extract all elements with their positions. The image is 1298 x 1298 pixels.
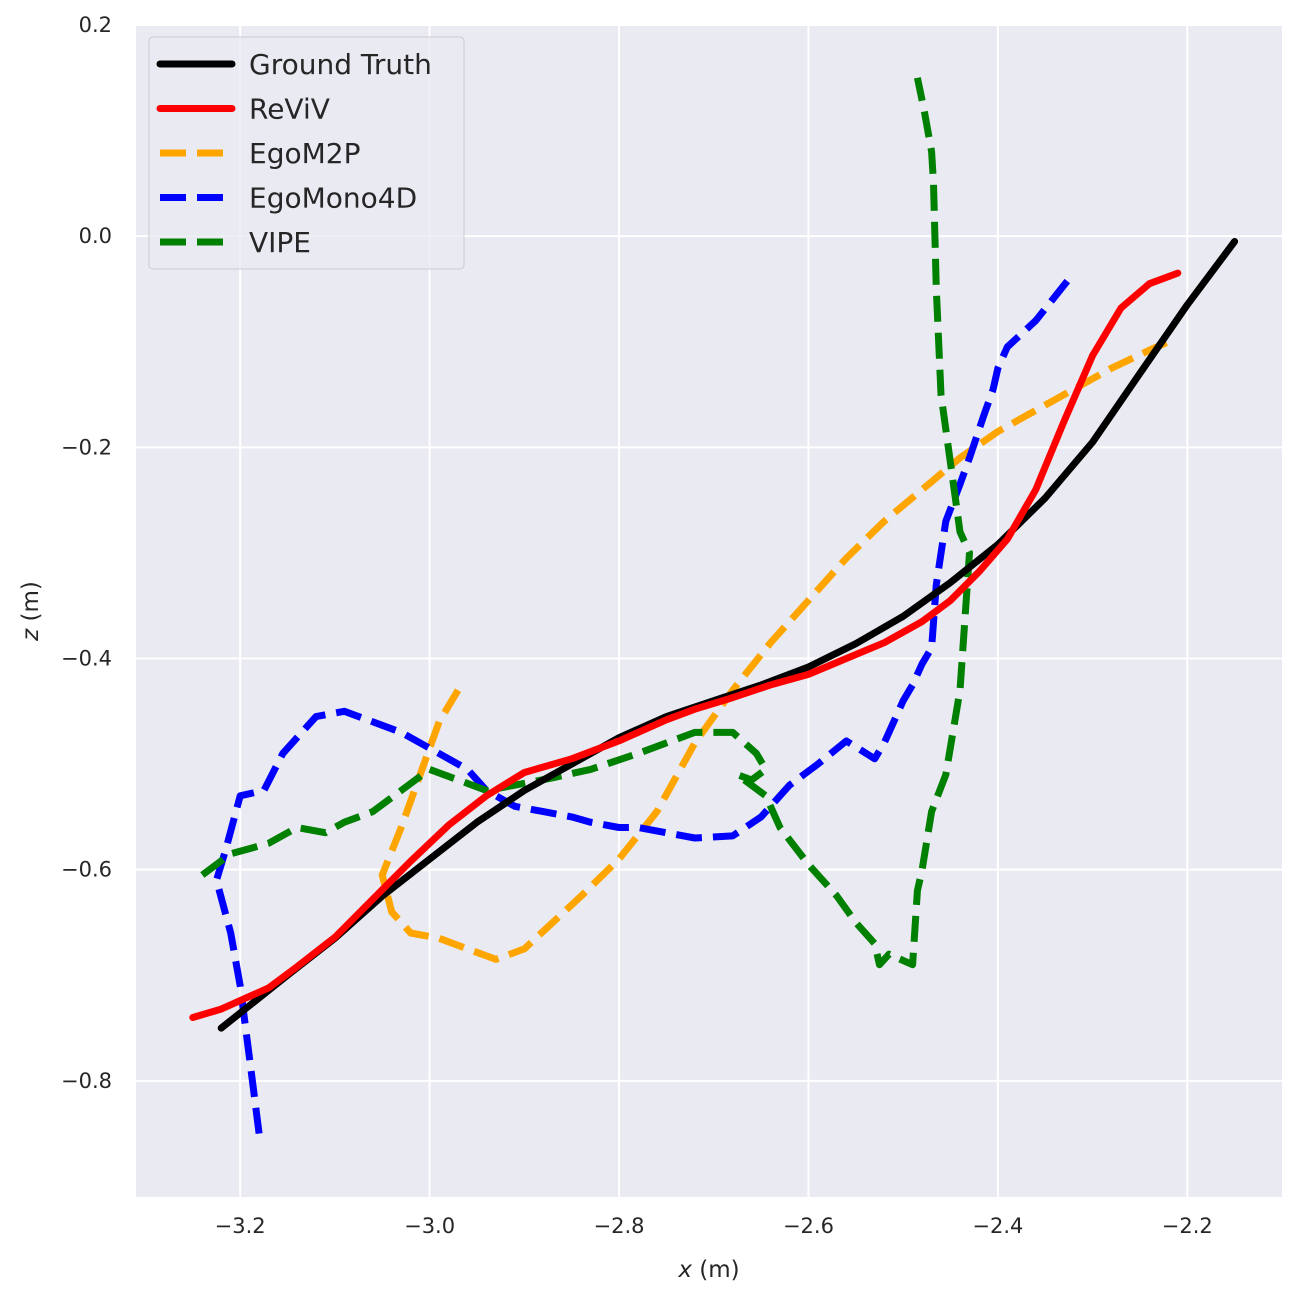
x-tick-label: −2.4 (972, 1214, 1023, 1238)
legend-label-vipe: VIPE (249, 226, 311, 259)
legend-label-reviv: ReViV (249, 93, 330, 126)
x-tick-label: −2.6 (783, 1214, 834, 1238)
series-line-reviv (189, 269, 1182, 1021)
legend-box (148, 36, 465, 270)
y-axis-ticks: 0.2 0.0 −0.2 −0.4 −0.6 −0.8 (61, 13, 112, 1093)
series-lines (189, 77, 1239, 1135)
x-axis-ticks: −3.2 −3.0 −2.8 −2.6 −2.4 −2.2 (215, 1214, 1213, 1238)
x-tick-label: −3.2 (215, 1214, 266, 1238)
x-tick-label: −2.8 (594, 1214, 645, 1238)
series-line-vipe (200, 77, 973, 969)
x-tick-label: −3.0 (404, 1214, 455, 1238)
y-tick-label: −0.6 (61, 858, 112, 882)
y-tick-label: −0.8 (61, 1069, 112, 1093)
series-line-egom2p (378, 338, 1170, 963)
legend-label-egom2p: EgoM2P (249, 137, 360, 170)
grid-lines (136, 24, 1282, 1197)
y-tick-label: 0.0 (79, 224, 112, 248)
x-tick-label: −2.2 (1162, 1214, 1213, 1238)
y-axis-label: z (m) (18, 581, 44, 642)
legend-label-egomono4d: EgoMono4D (249, 182, 417, 215)
y-tick-label: 0.2 (79, 13, 112, 37)
legend: Ground Truth ReViV EgoM2P EgoMono4D VIPE (148, 36, 465, 270)
y-tick-label: −0.4 (61, 647, 112, 671)
legend-label-ground-truth: Ground Truth (249, 48, 432, 81)
y-tick-label: −0.2 (61, 435, 112, 459)
x-axis-label: x (m) (677, 1257, 739, 1283)
